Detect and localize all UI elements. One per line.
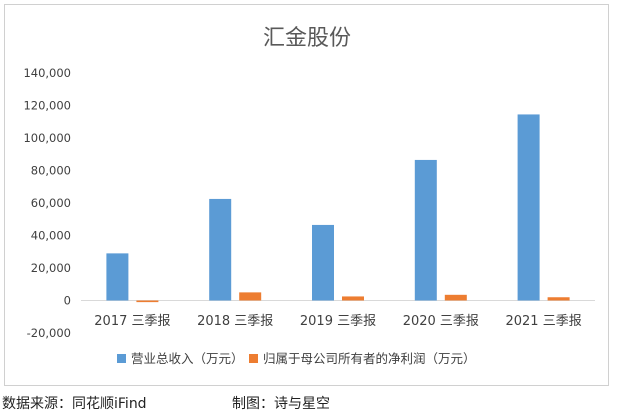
y-tick-label: 0 [64, 294, 71, 308]
x-tick-label: 2017 三季报 [94, 314, 170, 329]
y-tick-label: 140,000 [23, 66, 71, 80]
x-tick-label: 2021 三季报 [505, 314, 581, 329]
x-tick-label: 2018 三季报 [197, 314, 273, 329]
chart-svg: 汇金股份 -20,000 0 20,000 40,000 60,000 80,000 100,… [23, 26, 595, 366]
bar-revenue [517, 114, 540, 301]
bar-revenue [414, 159, 437, 301]
bar-revenue [106, 253, 129, 301]
legend-label: 归属于母公司所有者的净利润（万元） [263, 351, 476, 366]
y-tick-label: 40,000 [31, 229, 71, 243]
legend-swatch [249, 354, 258, 363]
bar-net-profit [136, 300, 159, 303]
y-tick-label: -20,000 [27, 326, 71, 340]
y-tick-label: 100,000 [23, 131, 71, 145]
chart-title: 汇金股份 [263, 26, 351, 51]
chart-maker-text: 制图：诗与星空 [232, 396, 330, 412]
y-tick-label: 80,000 [31, 164, 71, 178]
bar-net-profit [444, 294, 467, 301]
x-tick-label: 2019 三季报 [300, 314, 376, 329]
chart-frame: 汇金股份 -20,000 0 20,000 40,000 60,000 80,000 100,… [4, 4, 609, 386]
y-tick-label: 60,000 [31, 196, 71, 210]
bar-revenue [209, 198, 232, 301]
bar-net-profit [342, 296, 364, 301]
footer: 数据来源：同花顺iFind 制图：诗与星空 [0, 390, 617, 414]
bar-net-profit [239, 292, 262, 301]
bar-net-profit [547, 297, 570, 301]
y-tick-label: 20,000 [31, 261, 71, 275]
legend-swatch [117, 354, 126, 363]
bar-revenue [312, 224, 334, 301]
data-source-text: 数据来源：同花顺iFind [2, 396, 147, 412]
legend-label: 营业总收入（万元） [131, 351, 244, 366]
x-tick-label: 2020 三季报 [403, 314, 479, 329]
y-tick-label: 120,000 [23, 99, 71, 113]
